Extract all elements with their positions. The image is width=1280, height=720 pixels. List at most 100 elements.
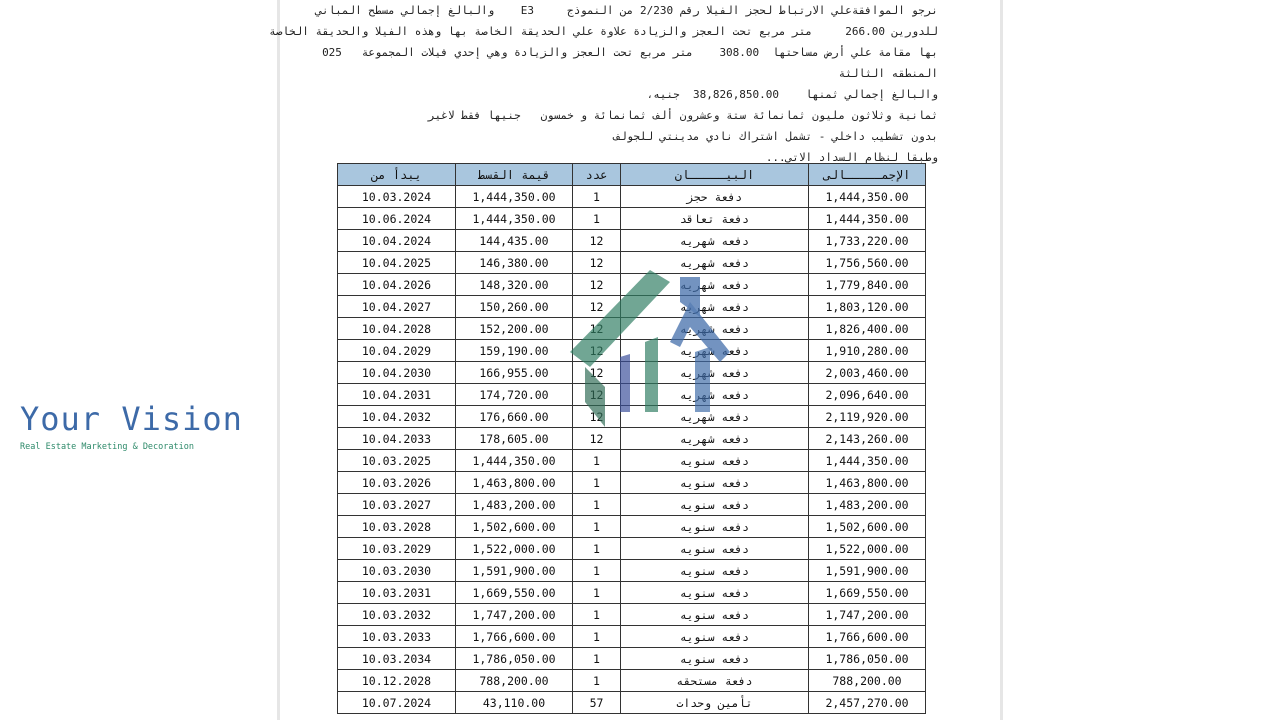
table-row: 10.03.2034 1,786,050.00 1 دفعه سنويه 1,786,0…	[337, 647, 926, 670]
cell-total: 1,756,560.00	[808, 251, 926, 274]
cell-start-date: 10.07.2024	[337, 691, 456, 714]
cell-installment: 1,463,800.00	[455, 471, 573, 494]
table-row: 10.07.2024 43,110.00 57 تأمين وحدات 2,457,27…	[337, 691, 926, 714]
table-header-row: يبدأ من قيمة القسط عدد البيـــــان الإجم…	[337, 163, 926, 186]
cell-count: 1	[572, 647, 621, 670]
cell-start-date: 10.03.2034	[337, 647, 456, 670]
table-row: 10.03.2033 1,766,600.00 1 دفعه سنويه 1,766,6…	[337, 625, 926, 648]
cell-start-date: 10.03.2033	[337, 625, 456, 648]
cell-description: دفعه شهريه	[620, 251, 809, 274]
cell-count: 1	[572, 625, 621, 648]
cell-total: 788,200.00	[808, 669, 926, 692]
cell-total: 2,457,270.00	[808, 691, 926, 714]
cell-start-date: 10.03.2025	[337, 449, 456, 472]
cell-start-date: 10.04.2032	[337, 405, 456, 428]
cell-description: دفعه شهريه	[620, 427, 809, 450]
cell-description: دفعه سنويه	[620, 603, 809, 626]
header-total: الإجمـــــالى	[808, 163, 926, 186]
table-row: 10.04.2026 148,320.00 12 دفعه شهريه 1,779,84…	[337, 273, 926, 296]
cell-count: 1	[572, 185, 621, 208]
cell-installment: 1,766,600.00	[455, 625, 573, 648]
cell-description: دفعه شهريه	[620, 273, 809, 296]
cell-description: دفعه شهريه	[620, 295, 809, 318]
intro-line: وطبقا لنظام السداد الاتي...	[765, 151, 938, 164]
cell-description: دفعه شهريه	[620, 229, 809, 252]
cell-count: 12	[572, 317, 621, 340]
cell-count: 12	[572, 295, 621, 318]
cell-installment: 150,260.00	[455, 295, 573, 318]
cell-description: دفعه سنويه	[620, 559, 809, 582]
cell-total: 1,766,600.00	[808, 625, 926, 648]
cell-total: 1,669,550.00	[808, 581, 926, 604]
cell-total: 1,444,350.00	[808, 449, 926, 472]
cell-installment: 1,786,050.00	[455, 647, 573, 670]
cell-installment: 166,955.00	[455, 361, 573, 384]
cell-start-date: 10.03.2027	[337, 493, 456, 516]
cell-start-date: 10.04.2026	[337, 273, 456, 296]
cell-description: دفعه شهريه	[620, 317, 809, 340]
cell-description: دفعه شهريه	[620, 383, 809, 406]
table-row: 10.03.2026 1,463,800.00 1 دفعه سنويه 1,463,8…	[337, 471, 926, 494]
cell-description: دفعة مستحقه	[620, 669, 809, 692]
table-row: 10.03.2031 1,669,550.00 1 دفعه سنويه 1,669,5…	[337, 581, 926, 604]
table-row: 10.03.2032 1,747,200.00 1 دفعه سنويه 1,747,2…	[337, 603, 926, 626]
cell-installment: 788,200.00	[455, 669, 573, 692]
cell-installment: 146,380.00	[455, 251, 573, 274]
table-row: 10.03.2025 1,444,350.00 1 دفعه سنويه 1,444,3…	[337, 449, 926, 472]
cell-start-date: 10.04.2024	[337, 229, 456, 252]
table-row: 10.04.2031 174,720.00 12 دفعه شهريه 2,096,64…	[337, 383, 926, 406]
cell-start-date: 10.03.2029	[337, 537, 456, 560]
cell-total: 1,591,900.00	[808, 559, 926, 582]
intro-line: ثمانية وثلاثون مليون ثمانمائة ستة وعشرون…	[428, 109, 938, 122]
cell-start-date: 10.03.2031	[337, 581, 456, 604]
cell-start-date: 10.03.2026	[337, 471, 456, 494]
cell-count: 1	[572, 493, 621, 516]
cell-description: دفعه شهريه	[620, 405, 809, 428]
cell-start-date: 10.06.2024	[337, 207, 456, 230]
cell-installment: 43,110.00	[455, 691, 573, 714]
cell-installment: 1,669,550.00	[455, 581, 573, 604]
cell-total: 1,463,800.00	[808, 471, 926, 494]
cell-count: 1	[572, 669, 621, 692]
intro-line: والبالغ إجمالي ثمنها 38,826,850.00 جنيه،	[646, 88, 938, 101]
cell-description: دفعه سنويه	[620, 449, 809, 472]
cell-total: 1,826,400.00	[808, 317, 926, 340]
cell-total: 1,522,000.00	[808, 537, 926, 560]
cell-installment: 178,605.00	[455, 427, 573, 450]
table-row: 10.03.2028 1,502,600.00 1 دفعه سنويه 1,502,6…	[337, 515, 926, 538]
table-row: 10.04.2025 146,380.00 12 دفعه شهريه 1,756,56…	[337, 251, 926, 274]
cell-count: 1	[572, 581, 621, 604]
table-row: 10.04.2030 166,955.00 12 دفعه شهريه 2,003,46…	[337, 361, 926, 384]
cell-description: دفعه سنويه	[620, 537, 809, 560]
cell-start-date: 10.04.2029	[337, 339, 456, 362]
cell-total: 2,096,640.00	[808, 383, 926, 406]
cell-total: 1,803,120.00	[808, 295, 926, 318]
cell-count: 12	[572, 405, 621, 428]
table-row: 10.04.2032 176,660.00 12 دفعه شهريه 2,119,92…	[337, 405, 926, 428]
cell-installment: 1,483,200.00	[455, 493, 573, 516]
intro-line: للدورين 266.00 متر مربع تحت العجز والزيا…	[269, 25, 938, 38]
cell-count: 12	[572, 383, 621, 406]
table-row: 10.04.2024 144,435.00 12 دفعه شهريه 1,733,22…	[337, 229, 926, 252]
cell-installment: 159,190.00	[455, 339, 573, 362]
cell-count: 12	[572, 361, 621, 384]
table-row: 10.06.2024 1,444,350.00 1 دفعة تعاقد 1,444,3…	[337, 207, 926, 230]
cell-description: دفعه شهريه	[620, 339, 809, 362]
cell-total: 1,910,280.00	[808, 339, 926, 362]
cell-total: 1,779,840.00	[808, 273, 926, 296]
intro-line: بدون تشطيب داخلي - تشمل اشتراك نادي مدين…	[613, 130, 938, 143]
cell-installment: 148,320.00	[455, 273, 573, 296]
cell-total: 2,003,460.00	[808, 361, 926, 384]
cell-total: 1,733,220.00	[808, 229, 926, 252]
table-row: 10.04.2033 178,605.00 12 دفعه شهريه 2,143,26…	[337, 427, 926, 450]
cell-total: 1,444,350.00	[808, 185, 926, 208]
cell-start-date: 10.04.2031	[337, 383, 456, 406]
cell-installment: 1,444,350.00	[455, 449, 573, 472]
cell-count: 12	[572, 427, 621, 450]
watermark-title: Your Vision	[20, 400, 243, 438]
cell-installment: 176,660.00	[455, 405, 573, 428]
cell-count: 12	[572, 339, 621, 362]
cell-start-date: 10.04.2033	[337, 427, 456, 450]
cell-installment: 1,591,900.00	[455, 559, 573, 582]
cell-total: 1,502,600.00	[808, 515, 926, 538]
